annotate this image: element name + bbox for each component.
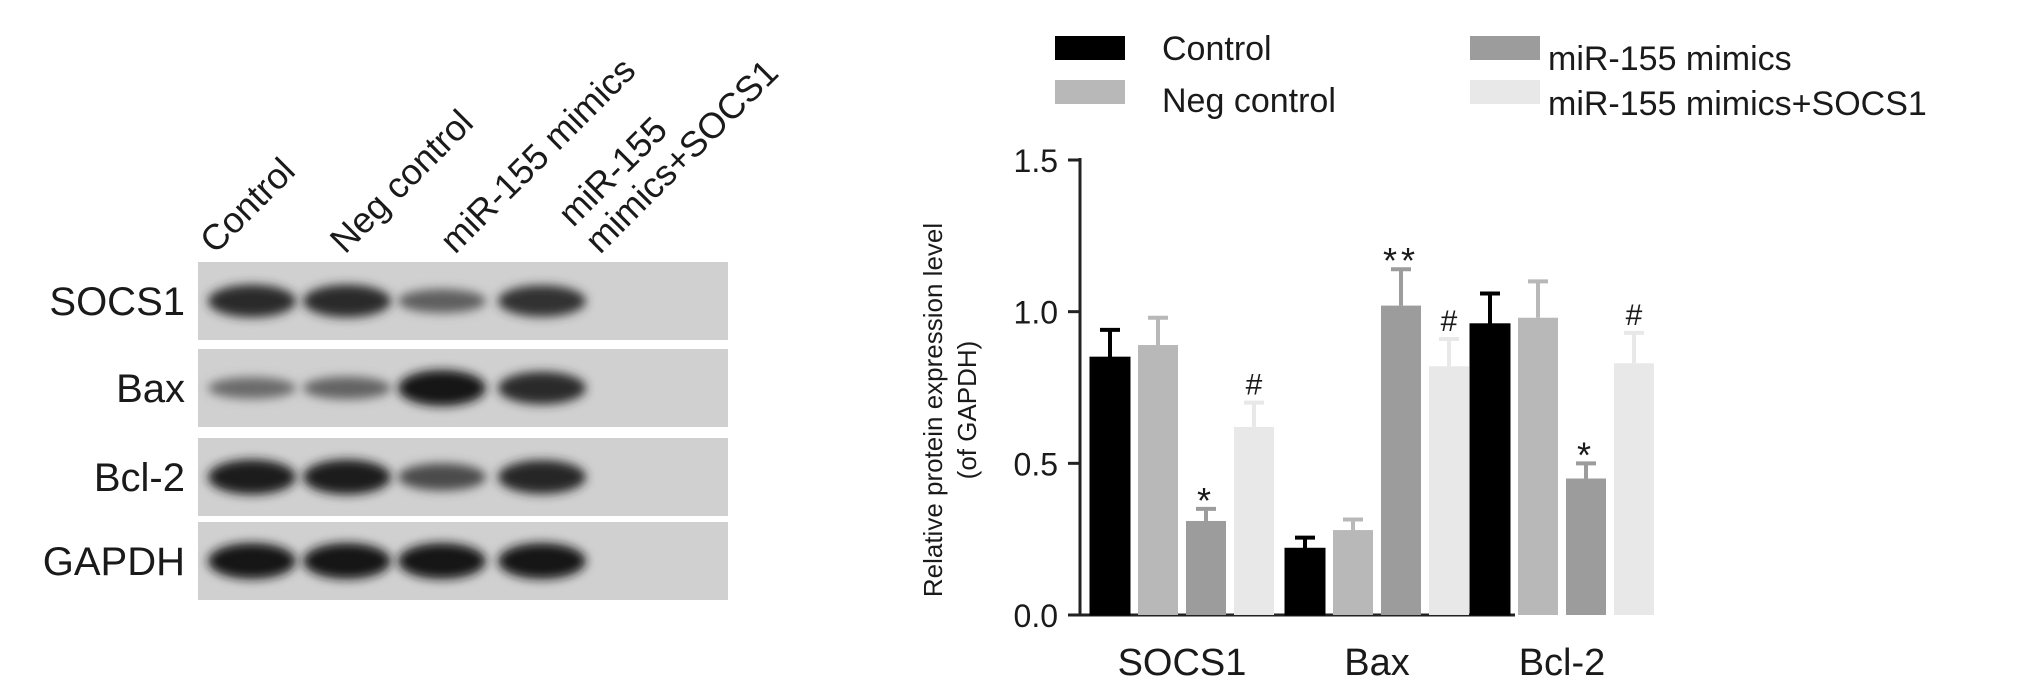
x-category-label: Bcl-2 [1519, 642, 1606, 684]
blot-strip-bcl-2 [198, 438, 728, 516]
blot-band [303, 459, 391, 495]
bar-control-socs1 [1089, 327, 1131, 616]
blot-band [208, 377, 296, 399]
bar [1284, 547, 1326, 616]
x-category-label: Bax [1344, 642, 1409, 684]
row-label-bax: Bax [116, 367, 185, 411]
blot-strips [198, 262, 728, 600]
significance-mark: # [1246, 369, 1263, 402]
legend-swatch [1470, 80, 1540, 104]
bar-mir-155-mimics-socs1-socs1: # [1234, 369, 1274, 615]
blot-band [208, 459, 296, 495]
blot-band [398, 289, 486, 313]
bar [1614, 363, 1654, 615]
blot-band [398, 370, 486, 406]
lane-label-line: Control [192, 150, 303, 261]
blot-strip-bax [198, 349, 728, 427]
bar [1089, 356, 1131, 616]
significance-mark: * [1577, 434, 1595, 475]
blot-band [498, 460, 586, 494]
legend-item-mir-155-mimics: miR-155 mimics [1470, 36, 1792, 78]
significance-mark: # [1626, 299, 1643, 332]
significance-mark: * [1197, 480, 1215, 521]
bar [1186, 520, 1226, 615]
bar-control-bcl-2 [1469, 291, 1511, 616]
chart-legend: Control Neg control miR-155 mimics miR-155 … [1055, 30, 1927, 123]
legend-label: miR-155 mimics+SOCS1 [1548, 85, 1927, 123]
legend-item-mir-155-mimics-socs1: miR-155 mimics+SOCS1 [1470, 80, 1927, 123]
blot-band [303, 543, 391, 579]
legend-swatch [1055, 36, 1125, 60]
row-label-gapdh: GAPDH [43, 540, 185, 584]
y-tick-label: 1.0 [1014, 295, 1058, 331]
y-axis-label: Relative protein expression level (of GA… [918, 223, 982, 597]
legend-item-control: Control [1055, 30, 1272, 68]
blot-band [398, 463, 486, 491]
bar-neg-control-bax [1333, 517, 1373, 615]
blot-band [208, 543, 296, 579]
chart-axes: 0.0 0.5 1.0 1.5 [1014, 143, 1515, 634]
blot-band [498, 371, 586, 405]
y-tick-label: 0.5 [1014, 446, 1058, 482]
bar-neg-control-socs1 [1138, 315, 1178, 615]
bar [1381, 305, 1421, 615]
blot-band [303, 376, 391, 400]
row-label-socs1: SOCS1 [49, 280, 185, 324]
bar [1469, 323, 1511, 616]
bar [1234, 426, 1274, 615]
legend-label: Control [1162, 30, 1272, 68]
significance-mark: ** [1383, 240, 1419, 281]
chart-bars: * # ** # * # [1089, 240, 1654, 616]
x-category-label: SOCS1 [1118, 642, 1247, 684]
blot-band [498, 543, 586, 579]
row-labels: SOCS1 Bax Bcl-2 GAPDH [43, 280, 185, 584]
bar-neg-control-bcl-2 [1518, 279, 1558, 615]
bar-mir-155-mimics-bcl-2: * [1566, 434, 1606, 615]
legend-label: miR-155 mimics [1548, 40, 1792, 78]
blot-band [398, 543, 486, 579]
legend-swatch [1055, 80, 1125, 104]
blot-band [498, 285, 586, 317]
bar [1333, 530, 1373, 615]
blot-band [208, 284, 296, 318]
y-tick-label: 0.0 [1014, 598, 1058, 634]
bar [1138, 345, 1178, 615]
bar-mir-155-mimics-socs1: * [1186, 480, 1226, 615]
legend-swatch [1470, 36, 1540, 60]
bar [1518, 317, 1558, 615]
legend-label: Neg control [1162, 82, 1336, 120]
lane-label-control: Control [192, 150, 303, 261]
bar [1566, 478, 1606, 615]
significance-mark: # [1441, 305, 1458, 338]
blot-strip-gapdh [198, 522, 728, 600]
y-axis-subtitle: (of GAPDH) [952, 341, 982, 480]
bar [1429, 366, 1469, 615]
legend-item-neg-control: Neg control [1055, 80, 1336, 120]
y-tick-label: 1.5 [1014, 143, 1058, 179]
blot-strip-socs1 [198, 262, 728, 340]
bar-mir-155-mimics-socs1-bax: # [1429, 305, 1469, 615]
bar-chart-panel: Control Neg control miR-155 mimics miR-155 … [918, 30, 1927, 684]
y-axis-title: Relative protein expression level [918, 223, 948, 597]
bar-control-bax [1284, 535, 1326, 616]
bar-mir-155-mimics-bax: ** [1381, 240, 1421, 615]
blot-band [303, 284, 391, 318]
bar-mir-155-mimics-socs1-bcl-2: # [1614, 299, 1654, 615]
x-category-labels: SOCS1 Bax Bcl-2 [1118, 642, 1606, 684]
row-label-bcl-2: Bcl-2 [94, 456, 185, 500]
